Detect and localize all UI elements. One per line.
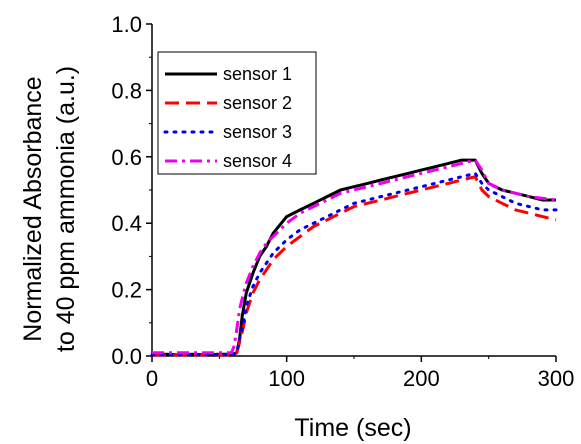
y-tick-label: 0.0	[111, 344, 142, 369]
x-tick-label: 0	[146, 366, 158, 391]
legend: sensor 1 sensor 2 sensor 3 sensor 4	[157, 51, 317, 175]
legend-label-sensor-2: sensor 2	[223, 93, 292, 113]
series-line-sensor-4	[152, 158, 557, 355]
legend-label-sensor-1: sensor 1	[223, 64, 292, 84]
series-line-sensor-2	[152, 175, 557, 357]
y-tick-label: 0.6	[111, 145, 142, 170]
axes: 0.0 0.2 0.4 0.6 0.8 1.0 0 100 200 300	[111, 12, 574, 391]
y-tick-label: 0.4	[111, 211, 142, 236]
x-tick-label: 100	[268, 366, 305, 391]
legend-label-sensor-4: sensor 4	[223, 151, 292, 171]
series-layer	[150, 158, 558, 357]
y-tick-label: 1.0	[111, 12, 142, 37]
y-axis-title-line-2: to 40 ppm ammonia (a.u.)	[52, 66, 80, 352]
y-axis-title-line-1: Normalized Absorbance	[19, 76, 47, 341]
legend-box	[157, 51, 317, 175]
x-axis-title: Time (sec)	[294, 414, 411, 442]
x-tick-label: 300	[538, 366, 575, 391]
y-tick-label: 0.2	[111, 278, 142, 303]
y-tick-label: 0.8	[111, 78, 142, 103]
series-line-sensor-3	[150, 171, 558, 357]
legend-label-sensor-3: sensor 3	[223, 122, 292, 142]
y-axis-title: Normalized Absorbance to 40 ppm ammonia …	[19, 66, 80, 352]
x-tick-label: 200	[403, 366, 440, 391]
